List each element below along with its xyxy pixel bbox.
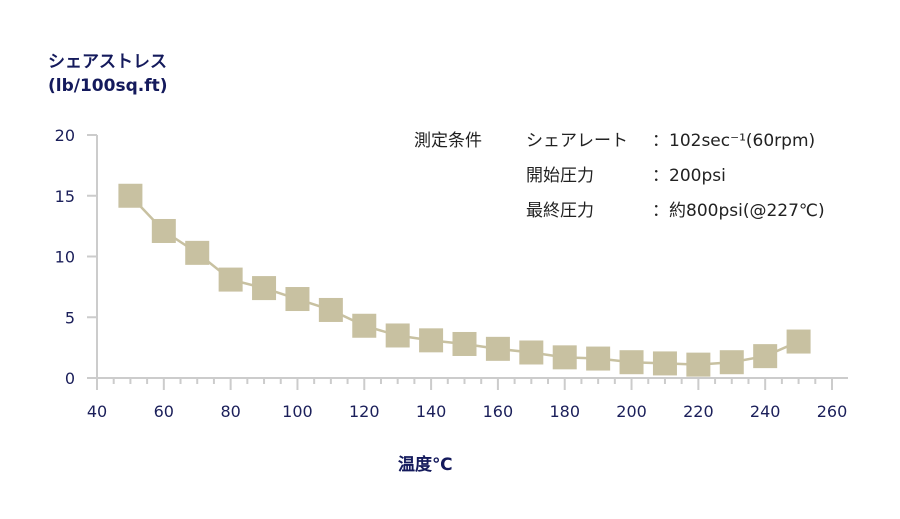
conditions-heading: 測定条件 [414,131,482,151]
x-tick-label: 100 [282,402,313,421]
condition-value: ：200psi [652,166,726,186]
data-point-marker [419,328,444,353]
data-point-marker [519,340,544,365]
y-tick-label: 15 [55,187,75,206]
data-point-marker [619,350,644,375]
data-point-marker [185,240,210,265]
data-point-marker [118,183,143,208]
y-tick-label: 0 [65,369,75,388]
x-tick-label: 220 [683,402,714,421]
data-point-marker [485,336,510,361]
y-tick-label: 10 [55,248,75,267]
condition-label: 最終圧力 [526,201,594,221]
data-point-marker [452,331,477,356]
data-point-marker [552,345,577,370]
x-tick-label: 180 [549,402,580,421]
data-point-marker [352,313,377,338]
condition-value: ：102sec⁻¹(60rpm) [652,131,816,151]
measurement-conditions: 測定条件 シェアレート ：102sec⁻¹(60rpm) 開始圧力 ：200ps… [414,124,825,229]
data-point-marker [385,323,410,348]
condition-row: 測定条件 シェアレート ：102sec⁻¹(60rpm) [414,124,825,159]
condition-row: 開始圧力 ：200psi [414,159,825,194]
y-axis-title-line1: シェアストレス [48,52,167,72]
x-tick-label: 120 [349,402,380,421]
y-axis-title-line2: (lb/100sq.ft) [48,76,168,96]
data-point-marker [252,276,277,301]
data-point-marker [318,297,343,322]
x-axis-title: 温度℃ [398,455,453,475]
condition-row: 最終圧力 ：約800psi(@227℃) [414,194,825,229]
data-point-marker [719,350,744,375]
x-tick-label: 60 [154,402,174,421]
data-point-marker [753,344,778,369]
condition-value: ：約800psi(@227℃) [652,201,825,221]
y-tick-label: 5 [65,308,75,327]
x-tick-label: 80 [220,402,240,421]
data-point-marker [652,351,677,376]
x-tick-label: 140 [416,402,447,421]
x-tick-label: 40 [87,402,107,421]
condition-label: 開始圧力 [526,166,594,186]
x-tick-label: 240 [750,402,781,421]
data-point-marker [586,346,611,371]
y-axis-title: シェアストレス (lb/100sq.ft) [48,50,168,98]
data-point-marker [786,329,811,354]
y-tick-label: 20 [55,126,75,145]
x-tick-label: 200 [616,402,647,421]
data-point-marker [686,352,711,377]
data-point-marker [151,218,176,243]
x-tick-label: 160 [483,402,514,421]
data-point-marker [285,287,310,312]
x-tick-label: 260 [817,402,848,421]
data-point-marker [218,267,243,292]
condition-label: シェアレート [526,131,628,151]
